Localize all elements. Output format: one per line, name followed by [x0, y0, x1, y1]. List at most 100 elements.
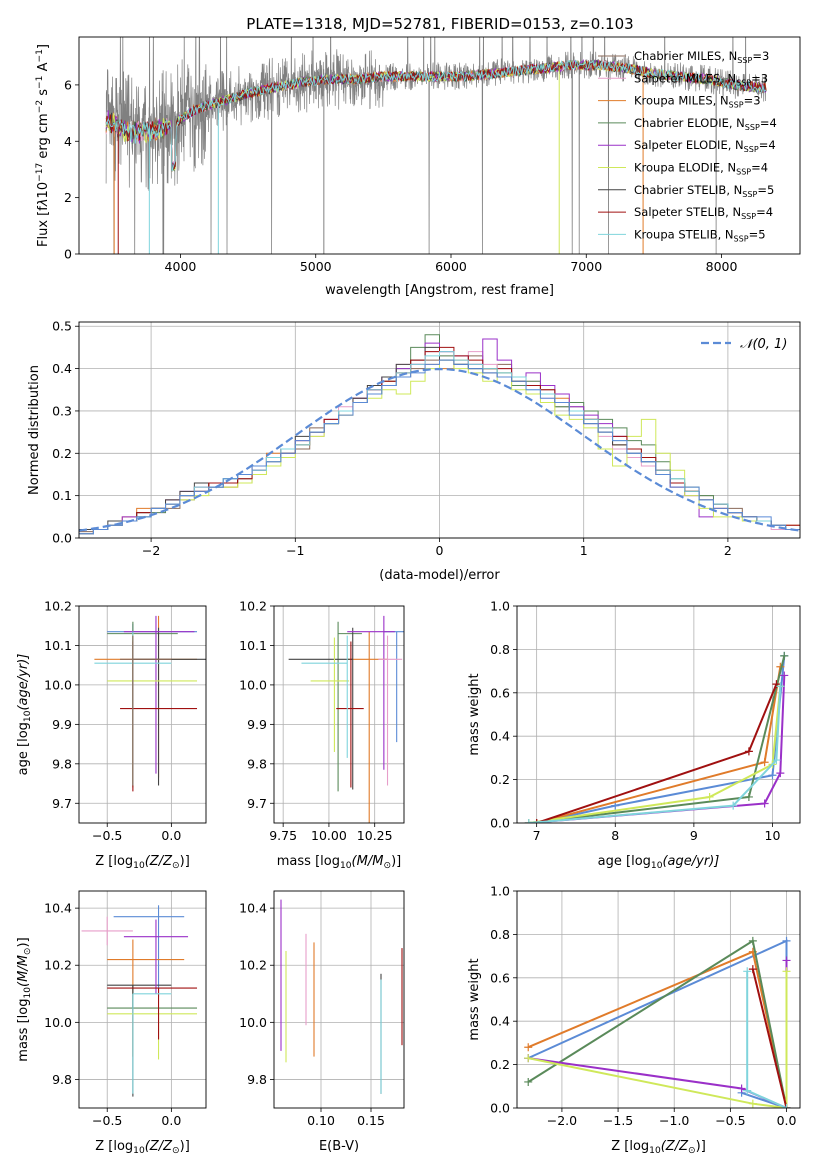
figure-title: PLATE=1318, MJD=52781, FIBERID=0153, z=0…	[246, 15, 633, 33]
spectrum-ylabel-part: 10	[36, 182, 51, 199]
mass-weight-marker	[729, 801, 738, 810]
mass_vs_Z-plot-area	[81, 905, 198, 1097]
y-tick-label: 10.0	[239, 1015, 267, 1030]
legend-label-part: =3	[751, 71, 768, 85]
y-tick-label: 1.0	[490, 884, 510, 899]
legend-label-part: SSP	[736, 78, 751, 87]
mass-weight-marker	[782, 967, 791, 976]
mass-weight-marker	[760, 799, 769, 808]
x-tick-label: 10.00	[311, 828, 347, 843]
mass-weight-marker	[748, 965, 757, 974]
age_vs_Z-xlabel-part: ⊙	[172, 861, 180, 871]
mass_vs_Z-ylabel: mass [log10(M/M⊙)]	[16, 937, 33, 1061]
age_vs_mass-xlabel-part: mass [log	[277, 854, 340, 869]
y-tick-label: 10.2	[239, 599, 267, 614]
legend-label: Kroupa MILES, NSSP=3	[634, 94, 761, 110]
y-tick-label: 10.2	[239, 958, 267, 973]
mass_vs_Z-axes: −0.5 0.0 9.8 10.0 10.2 10.4	[44, 891, 206, 1128]
mass-weight-line	[528, 686, 782, 823]
y-tick-label: 9.8	[52, 756, 72, 771]
y-tick-label: 0.3	[52, 403, 72, 418]
age_vs_Z-axes: −0.5 0.0 9.7 9.8 9.9 10.0 10.1 10.2	[44, 599, 206, 843]
age_vs_Z-ylabel-part: (age/yr)]	[16, 654, 31, 711]
massweight_vs_Z-xlabel-part: ⊙	[688, 1146, 696, 1156]
mass-weight-marker	[524, 1043, 533, 1052]
x-tick-label: −1.0	[659, 1113, 689, 1128]
mass-weight-line	[536, 666, 782, 823]
mass_vs_ebv-xlabel: E(B-V)	[319, 1139, 359, 1154]
mass-weight-marker	[705, 792, 714, 801]
spectrum-ylabel-part: ]	[36, 44, 51, 49]
y-tick-label: 0.0	[52, 531, 72, 546]
residuals-xlabel: (data-model)/error	[379, 568, 500, 583]
mass-weight-line	[751, 968, 788, 1108]
mass-weight-marker	[524, 819, 533, 823]
x-tick-label: 7	[533, 828, 541, 843]
y-tick-label: 9.8	[52, 1072, 72, 1087]
x-tick-label: 0.15	[357, 1113, 385, 1128]
massweight_vs_Z-axes: −2.0 −1.5 −1.0 −0.5 0.0 0.0 0.2 0.4 0.6 0.8 1.0	[490, 884, 800, 1128]
y-tick-label: 10.2	[44, 599, 72, 614]
mass-weight-line	[528, 686, 782, 823]
massweight_vs_age-xlabel-part: (age/yr)]	[662, 854, 719, 869]
y-tick-label: 6	[64, 77, 72, 92]
histogram-step	[79, 359, 800, 535]
age_vs_Z-xlabel-part: (Z/Z	[145, 854, 173, 869]
massweight_vs_age-xlabel: age [log10(age/yr)]	[598, 854, 720, 871]
mass-weight-marker	[780, 651, 789, 660]
age_vs_Z-xlabel: Z [log10(Z/Z⊙)]	[95, 854, 190, 871]
y-tick-label: 0.5	[52, 319, 72, 334]
spectrum-xlabel: wavelength [Angstrom, rest frame]	[325, 283, 554, 298]
massweight_vs_age-xlabel-part: age [log	[598, 854, 651, 869]
y-tick-label: 9.7	[52, 796, 72, 811]
legend-label-part: =4	[756, 205, 773, 219]
mass_vs_Z-ylabel-part: 10	[23, 987, 33, 999]
mass_vs_Z-xlabel-part: )]	[180, 1139, 190, 1154]
legend-label-part: SSP	[741, 212, 756, 221]
legend-label-part: SSP	[744, 145, 759, 154]
mass_vs_Z-frame	[78, 890, 207, 1109]
mass-weight-marker	[768, 771, 777, 780]
age_vs_mass-frame	[273, 605, 405, 824]
histogram-step	[79, 351, 800, 535]
x-tick-label: −2.0	[547, 1113, 577, 1128]
massweight_vs_Z-xlabel-part: (Z/Z	[661, 1139, 689, 1154]
age_vs_Z-ylabel-part: age [log	[16, 722, 31, 775]
mass-weight-marker	[743, 1086, 752, 1095]
y-tick-label: 0.4	[490, 1014, 510, 1029]
y-tick-label: 0.8	[490, 927, 510, 942]
legend-label-part: =4	[760, 116, 777, 130]
legend-label-part: SSP	[737, 56, 752, 65]
residuals-legend: 𝒩(0, 1)	[701, 337, 787, 352]
mass-weight-marker	[760, 758, 769, 767]
x-tick-label: 8000	[706, 259, 738, 274]
x-tick-label: −0.5	[92, 1113, 122, 1128]
x-tick-label: 5000	[300, 259, 332, 274]
massweight_vs_Z-xlabel-part: Z [log	[611, 1139, 649, 1154]
legend-label-part: =4	[759, 138, 776, 152]
massweight_vs_Z-frame	[516, 890, 801, 1109]
mass_vs_Z-xlabel-part: (Z/Z	[145, 1139, 173, 1154]
y-tick-label: 0.0	[490, 1101, 510, 1116]
mass-weight-marker	[748, 1099, 757, 1108]
mass_vs_Z-ylabel-part: ⊙	[23, 947, 33, 955]
spectrum-ylabel-part: s	[36, 89, 51, 100]
legend-label-part: =3	[752, 49, 769, 63]
legend-label-part: Salpeter STELIB, N	[634, 205, 741, 219]
spectrum-ylabel-part: erg cm	[36, 113, 51, 162]
mass-weight-marker	[744, 792, 753, 801]
legend-label: Chabrier ELODIE, NSSP=4	[634, 116, 777, 132]
x-tick-label: 8	[611, 828, 619, 843]
age_vs_mass-axes: 9.75 10.00 10.25 9.7 9.8 9.9 10.0 10.1 10.2	[239, 599, 404, 843]
legend-label: Salpeter STELIB, NSSP=4	[634, 205, 773, 221]
mass-weight-line	[528, 971, 788, 1108]
legend-label-part: SSP	[742, 190, 757, 199]
y-tick-label: 2	[64, 190, 72, 205]
y-tick-label: 1.0	[490, 599, 510, 614]
massweight_vs_age-ylabel: mass weight	[467, 673, 482, 755]
x-tick-label: 0.0	[161, 1113, 181, 1128]
y-tick-label: 10.0	[44, 677, 72, 692]
x-tick-label: −2	[142, 543, 160, 558]
